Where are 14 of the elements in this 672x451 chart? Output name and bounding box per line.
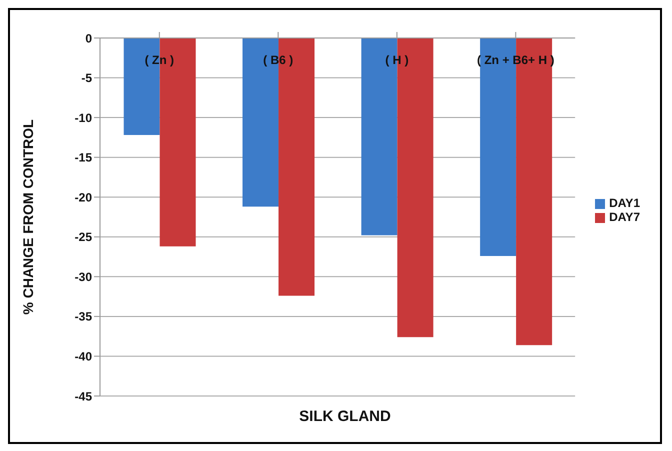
y-tick-label: -5 <box>81 71 92 86</box>
y-axis-title: % CHANGE FROM CONTROL <box>20 118 36 315</box>
y-tick-label: -25 <box>74 230 92 244</box>
legend-label: DAY7 <box>609 210 640 224</box>
y-tick-label: -40 <box>74 349 92 364</box>
y-tick-label: -15 <box>74 150 92 165</box>
y-tick-label: -35 <box>74 310 92 324</box>
y-tick-label: -30 <box>74 270 92 284</box>
y-tick-label: -20 <box>74 190 92 204</box>
x-axis-title: SILK GLAND <box>298 408 392 425</box>
legend-label: DAY1 <box>609 196 640 210</box>
y-tick-label: -45 <box>74 389 92 404</box>
y-tick-label: 0 <box>85 31 92 46</box>
y-tick-label: -10 <box>74 110 92 125</box>
